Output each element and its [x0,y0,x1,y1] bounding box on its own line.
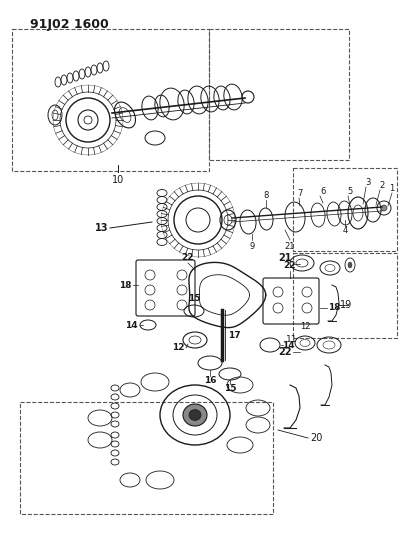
Text: 10: 10 [112,175,124,185]
Text: 1: 1 [389,184,395,193]
Ellipse shape [189,409,201,421]
Bar [12,29,209,171]
Text: 15: 15 [188,294,200,303]
Ellipse shape [183,404,207,426]
Ellipse shape [381,205,387,211]
Text: 22: 22 [182,253,194,262]
Bar [293,253,397,338]
Text: 2: 2 [379,181,385,190]
Text: 8: 8 [263,191,269,200]
Bar [209,29,349,160]
Text: 20: 20 [310,433,322,443]
Text: 16: 16 [204,376,216,385]
Bar [20,402,273,514]
Text: 12: 12 [300,322,310,331]
Text: 4: 4 [342,226,348,235]
Text: 7: 7 [297,189,303,198]
Text: 3: 3 [365,178,371,187]
Text: 9: 9 [249,242,255,251]
Text: 12: 12 [172,343,185,352]
Text: 14: 14 [126,320,138,329]
Text: 18: 18 [328,303,340,312]
Text: 6: 6 [320,187,326,196]
Text: 22: 22 [284,261,296,270]
Text: 15: 15 [224,384,236,393]
Text: 19: 19 [340,300,352,310]
Text: 14: 14 [282,341,295,350]
Ellipse shape [348,262,352,268]
Text: 11: 11 [286,335,298,344]
Text: 91J02 1600: 91J02 1600 [30,18,109,31]
Bar [293,168,397,251]
Text: 21: 21 [279,253,292,263]
Text: 17: 17 [228,330,241,340]
Text: 21: 21 [285,242,295,251]
Text: 18: 18 [119,280,132,289]
Text: 5: 5 [347,187,352,196]
Text: 13: 13 [95,223,108,233]
Text: 22: 22 [279,347,292,357]
